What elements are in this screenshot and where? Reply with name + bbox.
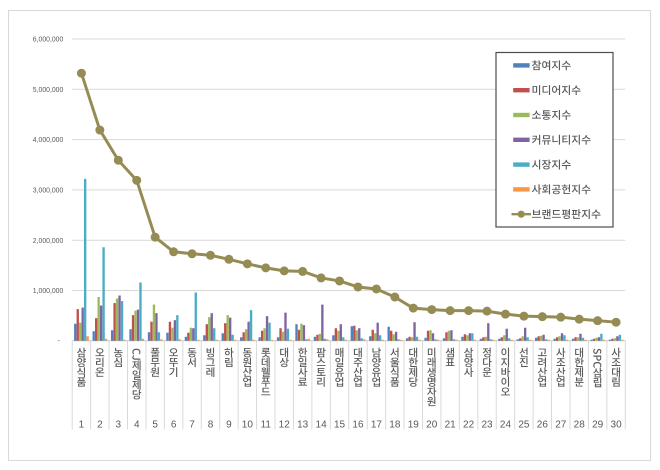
- svg-text:24: 24: [500, 419, 512, 430]
- svg-text:14: 14: [316, 419, 328, 430]
- svg-text:3,000,000: 3,000,000: [33, 186, 64, 195]
- svg-text:-: -: [58, 336, 61, 345]
- svg-text:11: 11: [261, 419, 272, 430]
- svg-text:6,000,000: 6,000,000: [33, 35, 64, 44]
- svg-text:18: 18: [389, 419, 401, 430]
- svg-text:28: 28: [574, 419, 586, 430]
- svg-text:5,000,000: 5,000,000: [33, 85, 64, 94]
- svg-text:27: 27: [555, 419, 567, 430]
- svg-text:13: 13: [297, 419, 309, 430]
- svg-text:12: 12: [279, 419, 291, 430]
- svg-text:21: 21: [445, 419, 457, 430]
- svg-text:9: 9: [226, 419, 232, 430]
- svg-text:30: 30: [611, 419, 623, 430]
- svg-text:25: 25: [518, 419, 530, 430]
- svg-text:2,000,000: 2,000,000: [33, 236, 64, 245]
- svg-text:20: 20: [426, 419, 438, 430]
- svg-text:22: 22: [463, 419, 475, 430]
- svg-text:19: 19: [408, 419, 420, 430]
- svg-text:1: 1: [79, 419, 85, 430]
- svg-text:8: 8: [208, 419, 214, 430]
- svg-text:29: 29: [592, 419, 604, 430]
- svg-text:15: 15: [334, 419, 346, 430]
- svg-text:4,000,000: 4,000,000: [33, 135, 64, 144]
- svg-text:17: 17: [371, 419, 383, 430]
- svg-text:4: 4: [134, 419, 140, 430]
- svg-text:7: 7: [189, 419, 195, 430]
- svg-text:5: 5: [152, 419, 158, 430]
- svg-text:10: 10: [242, 419, 254, 430]
- svg-text:3: 3: [116, 419, 122, 430]
- svg-text:2: 2: [97, 419, 103, 430]
- svg-text:23: 23: [481, 419, 493, 430]
- svg-text:26: 26: [537, 419, 549, 430]
- svg-text:16: 16: [352, 419, 364, 430]
- svg-text:6: 6: [171, 419, 177, 430]
- svg-text:1,000,000: 1,000,000: [33, 286, 64, 295]
